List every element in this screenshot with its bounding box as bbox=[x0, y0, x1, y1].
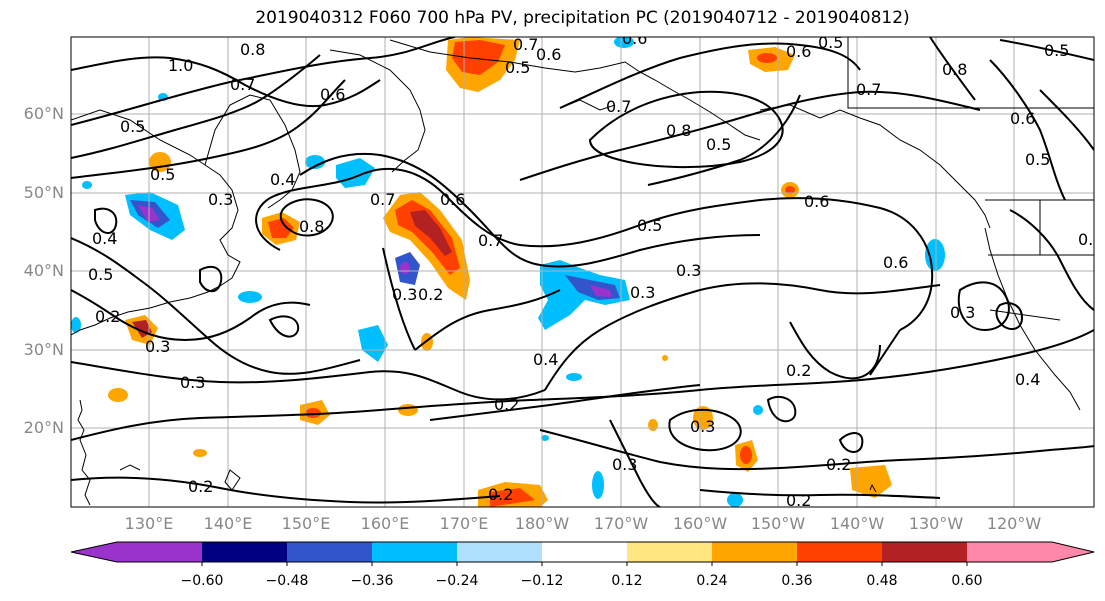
contour-label: 0.2 bbox=[95, 307, 120, 326]
lat-label: 20°N bbox=[23, 418, 64, 437]
contour-label: 0.3 bbox=[612, 455, 637, 474]
colorbar-swatch bbox=[712, 542, 797, 562]
colorbar-extend-low bbox=[71, 542, 117, 562]
contour-label: 0.3 bbox=[690, 417, 715, 436]
colorbar-extend-high bbox=[1052, 542, 1094, 562]
contour-label: 0.6 bbox=[786, 42, 811, 61]
contour-label: 0.3 bbox=[145, 337, 170, 356]
contour-label: 0.5 bbox=[150, 165, 175, 184]
lon-label: 120°W bbox=[986, 514, 1042, 533]
contour-label: 0.5 bbox=[818, 33, 843, 52]
contour-label: 0.6 bbox=[804, 192, 829, 211]
lat-label: 60°N bbox=[23, 104, 64, 123]
colorbar-swatch bbox=[542, 542, 627, 562]
contour-label: 0.3 bbox=[676, 261, 701, 280]
contour-label: 0.5 bbox=[120, 117, 145, 136]
contour-label: 0.4 bbox=[92, 229, 117, 248]
contour-label: 0.5 bbox=[637, 216, 662, 235]
map-frame bbox=[70, 36, 1095, 508]
colorbar-tick-label: 0.24 bbox=[696, 573, 728, 589]
contour-label: 0.5 bbox=[1044, 41, 1069, 60]
contour-label: 0.7 bbox=[370, 190, 395, 209]
lat-label: 50°N bbox=[23, 183, 64, 202]
contour-label: 0.6 bbox=[622, 29, 647, 48]
colorbar-swatch bbox=[627, 542, 712, 562]
colorbar-swatch bbox=[797, 542, 882, 562]
colorbar-swatch bbox=[967, 542, 1052, 562]
lat-label: 40°N bbox=[23, 261, 64, 280]
lon-label: 170°E bbox=[439, 514, 489, 533]
lon-label: 160°E bbox=[360, 514, 410, 533]
contour-label: 0.6 bbox=[440, 190, 465, 209]
colorbar-tick-label: 0.48 bbox=[866, 573, 898, 589]
colorbar-swatch bbox=[117, 542, 202, 562]
contour-label: 0.3 bbox=[950, 303, 975, 322]
contour-label: 0.6 bbox=[1010, 109, 1035, 128]
map-plot-area: 1.0 0.7 0.8 0.5 0.6 0.7 0.5 0.6 0.5 0.6 … bbox=[71, 29, 1103, 510]
lon-label: 140°W bbox=[829, 514, 885, 533]
contour-label: 0.2 bbox=[826, 455, 851, 474]
contour-label: 0.6 bbox=[536, 45, 561, 64]
lon-label: 150°W bbox=[750, 514, 806, 533]
contour-label: 0.4 bbox=[533, 350, 558, 369]
colorbar-swatch bbox=[202, 542, 287, 562]
contour-label: 0.2 bbox=[494, 395, 519, 414]
contour-label: 0.4 bbox=[1015, 370, 1040, 389]
contour-label: 0.4 bbox=[270, 170, 295, 189]
contour-label: 0.8 bbox=[299, 217, 324, 236]
contour-label: 0.4 bbox=[1078, 230, 1103, 249]
pv-contours bbox=[71, 37, 1094, 507]
colorbar-swatch bbox=[287, 542, 372, 562]
contour-label: 0.2 bbox=[786, 361, 811, 380]
colorbar-swatch bbox=[882, 542, 967, 562]
contour-labels: 1.0 0.7 0.8 0.5 0.6 0.7 0.5 0.6 0.5 0.6 … bbox=[88, 29, 1103, 510]
colorbar-tick-label: −0.24 bbox=[435, 573, 479, 589]
contour-label: 0.7 bbox=[478, 231, 503, 250]
contour-label: 0.3 bbox=[180, 373, 205, 392]
colorbar-tick-label: −0.36 bbox=[350, 573, 394, 589]
colorbar-tick-label: 0.60 bbox=[951, 573, 983, 589]
lon-label: 130°E bbox=[124, 514, 174, 533]
contour-label: 0.3 bbox=[630, 283, 655, 302]
lon-label: 180°W bbox=[514, 514, 570, 533]
contour-label: 0.5 bbox=[1025, 150, 1050, 169]
graticule bbox=[71, 37, 1094, 507]
colorbar-swatch bbox=[457, 542, 542, 562]
contour-label: 1.0 bbox=[168, 56, 193, 75]
contour-label: 0.2 bbox=[188, 477, 213, 496]
colorbar-tick-label: −0.48 bbox=[265, 573, 309, 589]
contour-label: 0.5 bbox=[706, 135, 731, 154]
contour-label: 0.2 bbox=[418, 285, 443, 304]
map-title: 2019040312 F060 700 hPa PV, precipitatio… bbox=[255, 8, 910, 28]
colorbar-tick-label: −0.12 bbox=[520, 573, 564, 589]
contour-label: 0.6 bbox=[320, 85, 345, 104]
lon-label: 130°W bbox=[908, 514, 964, 533]
contour-label: 0.7 bbox=[230, 75, 255, 94]
lon-label: 150°E bbox=[281, 514, 331, 533]
contour-label: 0.2 bbox=[488, 485, 513, 504]
colorbar-tick-label: −0.60 bbox=[180, 573, 224, 589]
contour-label: 0.2 bbox=[786, 491, 811, 510]
contour-label: 0.7 bbox=[513, 35, 538, 54]
contour-label: 0.5 bbox=[505, 58, 530, 77]
colorbar-tick-label: 0.36 bbox=[781, 573, 813, 589]
colorbar-swatch bbox=[372, 542, 457, 562]
lon-label: 160°W bbox=[672, 514, 728, 533]
contour-label: 0.8 bbox=[666, 121, 691, 140]
lat-label: 30°N bbox=[23, 340, 64, 359]
contour-label: 0.3 bbox=[392, 285, 417, 304]
contour-label: 0.7 bbox=[856, 80, 881, 99]
contour-label: 0.3 bbox=[208, 190, 233, 209]
contour-label: 0.8 bbox=[942, 60, 967, 79]
contour-label: 0.8 bbox=[240, 40, 265, 59]
colorbar bbox=[70, 541, 1095, 566]
contour-label: 0.5 bbox=[88, 265, 113, 284]
lon-label: 170°W bbox=[593, 514, 649, 533]
colorbar-tick-label: 0.12 bbox=[611, 573, 643, 589]
contour-label: 0.7 bbox=[606, 97, 631, 116]
lon-label: 140°E bbox=[203, 514, 253, 533]
contour-label: 0.6 bbox=[883, 253, 908, 272]
